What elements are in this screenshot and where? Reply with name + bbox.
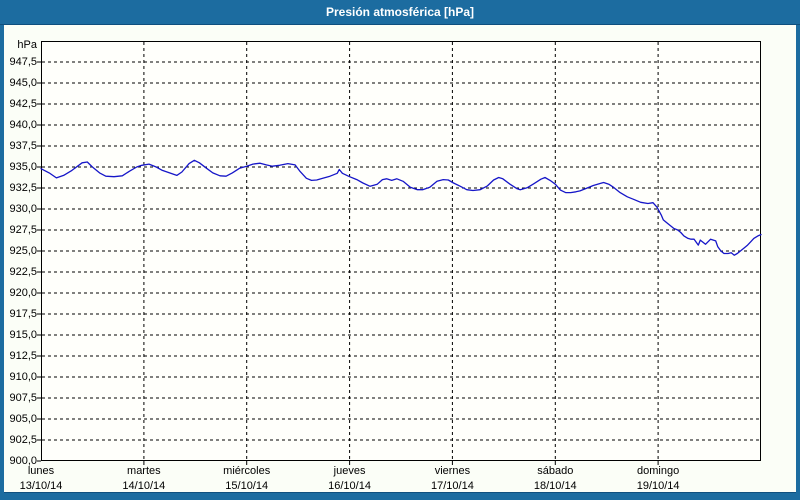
x-date-label: 19/10/14 bbox=[636, 480, 680, 492]
y-tick-label: 920,0 bbox=[9, 287, 37, 299]
x-date-label: 14/10/14 bbox=[122, 480, 166, 492]
x-day-label: miércoles bbox=[223, 465, 271, 477]
x-day-label: sábado bbox=[537, 465, 574, 477]
y-tick-label: 900,0 bbox=[9, 455, 37, 467]
plot-frame bbox=[41, 41, 761, 461]
chart-content-area: hPa 947,5 945,0 942,5 940,0 937,5 935,0 932,5 9… bbox=[4, 25, 796, 493]
y-tick-label: 947,5 bbox=[9, 56, 37, 68]
x-date-label: 17/10/14 bbox=[431, 480, 474, 492]
x-day-label: domingo bbox=[637, 465, 680, 477]
y-tick-label: 927,5 bbox=[9, 224, 37, 236]
y-tick-label: 922,5 bbox=[9, 266, 37, 278]
plot-area bbox=[37, 41, 762, 465]
y-tick-label: 935,0 bbox=[9, 161, 37, 173]
y-tick-label: 937,5 bbox=[9, 140, 37, 152]
y-tick-label: 905,0 bbox=[9, 413, 37, 425]
y-tick-label: 942,5 bbox=[9, 98, 37, 110]
x-day-label: viernes bbox=[434, 465, 471, 477]
x-day-label: jueves bbox=[333, 465, 366, 477]
chart-title: Presión atmosférica [hPa] bbox=[325, 5, 475, 19]
y-tick-label: 915,0 bbox=[9, 329, 37, 341]
y-tick-label: 945,0 bbox=[9, 77, 37, 89]
y-tick-label: 902,5 bbox=[9, 434, 37, 446]
x-day-label: lunes bbox=[27, 465, 55, 477]
x-date-label: 15/10/14 bbox=[225, 480, 269, 492]
x-date-label: 18/10/14 bbox=[533, 480, 577, 492]
y-tick-label: 932,5 bbox=[9, 182, 37, 194]
chart-title-bar: Presión atmosférica [hPa] bbox=[0, 0, 800, 25]
y-tick-label: 910,0 bbox=[9, 371, 37, 383]
y-tick-label: 930,0 bbox=[9, 203, 37, 215]
pressure-line bbox=[40, 159, 762, 256]
y-tick-label: 940,0 bbox=[9, 119, 37, 131]
y-tick-label: 925,0 bbox=[9, 245, 37, 257]
y-tick-label: 907,5 bbox=[9, 392, 37, 404]
x-date-label: 13/10/14 bbox=[19, 480, 63, 492]
y-tick-label: 917,5 bbox=[9, 308, 37, 320]
x-day-label: martes bbox=[127, 465, 161, 477]
y-tick-label: 912,5 bbox=[9, 350, 37, 362]
x-date-label: 16/10/14 bbox=[328, 480, 371, 492]
y-axis-unit-label: hPa bbox=[17, 39, 37, 51]
